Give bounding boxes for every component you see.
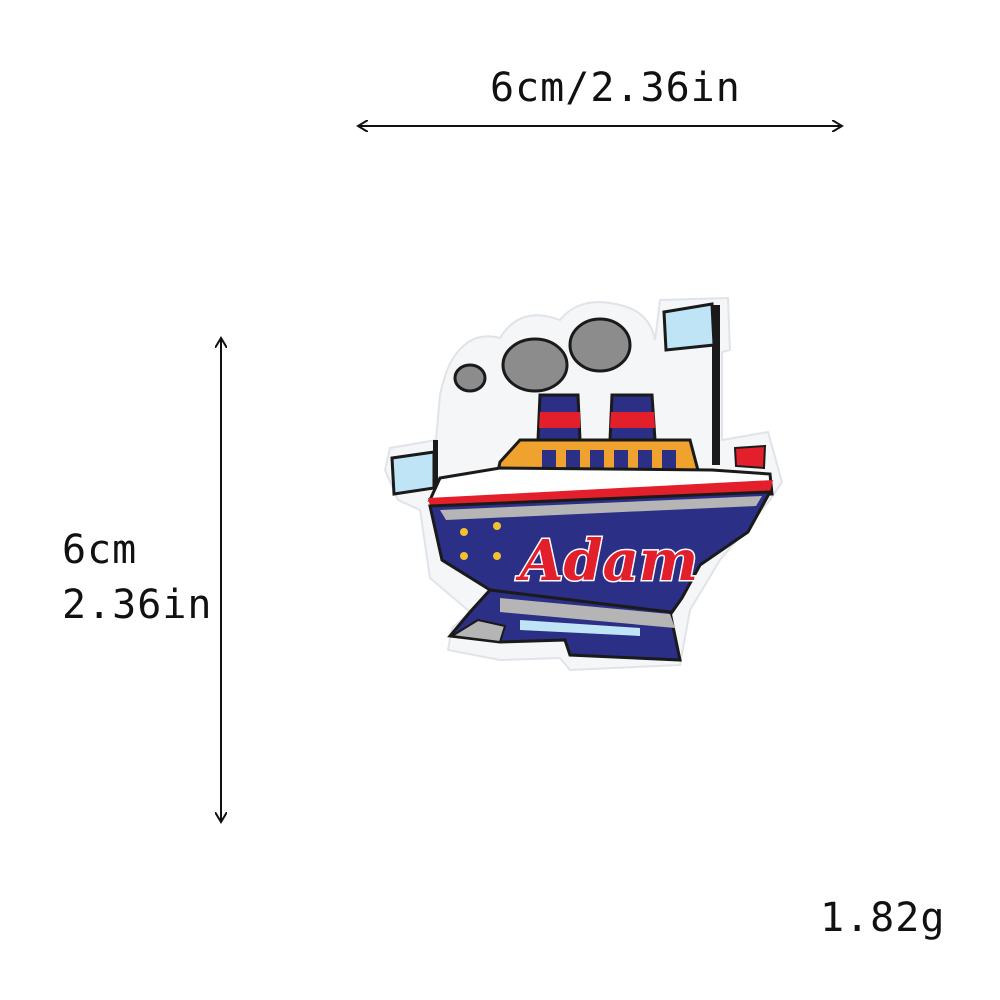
mast xyxy=(712,305,720,465)
keel-fin xyxy=(449,618,507,644)
deck-windows xyxy=(542,450,676,472)
portholes xyxy=(460,522,501,560)
smoke-clouds xyxy=(453,317,632,393)
funnels xyxy=(536,393,657,442)
left-flag-icon xyxy=(390,450,436,496)
weight-label: 1.82g xyxy=(820,895,946,941)
height-dimension-label-in: 2.36in xyxy=(62,582,213,628)
width-dimension-label: 6cm/2.36in xyxy=(490,65,741,111)
hull-red-stripe xyxy=(428,480,773,506)
keel-light-band xyxy=(520,620,640,636)
hull xyxy=(428,490,773,617)
height-dimension-label-cm: 6cm xyxy=(62,527,138,573)
hull-name-text: Adam xyxy=(515,528,698,594)
red-flag-icon xyxy=(733,444,767,470)
hull-gray-stripe xyxy=(440,496,762,520)
keel-gray-band xyxy=(500,598,675,628)
top-flag-icon xyxy=(662,302,716,352)
